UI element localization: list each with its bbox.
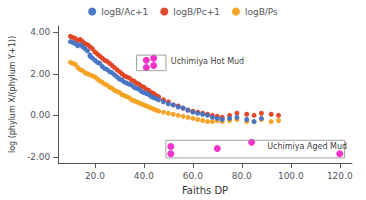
svg-text:120.0: 120.0 xyxy=(327,171,353,181)
svg-text:80.0: 80.0 xyxy=(232,171,252,181)
svg-text:logB/Ps: logB/Ps xyxy=(245,7,278,17)
svg-text:20.0: 20.0 xyxy=(85,171,105,181)
svg-text:2.00: 2.00 xyxy=(30,69,50,79)
svg-text:40.0: 40.0 xyxy=(134,171,154,181)
svg-text:60.0: 60.0 xyxy=(183,171,203,181)
svg-text:logB/Ac+1: logB/Ac+1 xyxy=(101,7,148,17)
svg-text:-2.00: -2.00 xyxy=(27,152,51,162)
svg-text:Uchimiya Hot Mud: Uchimiya Hot Mud xyxy=(171,57,244,66)
svg-text:logB/Pc+1: logB/Pc+1 xyxy=(173,7,220,17)
svg-text:Uchimiya Aged Mud: Uchimiya Aged Mud xyxy=(267,142,347,151)
svg-text:log (phylum X/(phylum Y+1)): log (phylum X/(phylum Y+1)) xyxy=(8,36,17,153)
svg-text:100.0: 100.0 xyxy=(278,171,304,181)
svg-text:Faiths DP: Faiths DP xyxy=(182,185,228,196)
svg-text:0.00: 0.00 xyxy=(30,110,50,120)
svg-text:4.00: 4.00 xyxy=(30,27,50,37)
